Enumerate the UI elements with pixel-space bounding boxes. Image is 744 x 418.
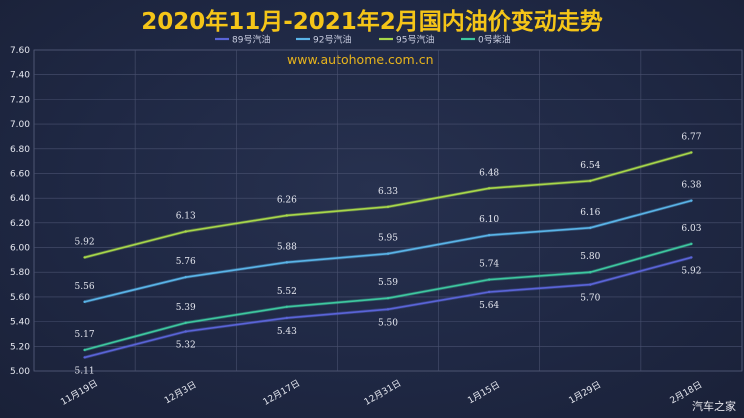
y-tick-label: 6.00 bbox=[10, 244, 30, 254]
legend-label: 0号柴油 bbox=[478, 34, 511, 46]
data-point bbox=[83, 356, 86, 359]
legend-label: 89号汽油 bbox=[232, 34, 270, 46]
x-tick-label: 2月18日 bbox=[668, 379, 704, 406]
data-label: 5.64 bbox=[479, 301, 499, 311]
data-point bbox=[285, 214, 289, 217]
y-tick-label: 6.60 bbox=[10, 169, 30, 179]
data-label: 6.33 bbox=[378, 187, 398, 197]
x-tick-label: 12月17日 bbox=[261, 378, 302, 408]
y-tick-label: 5.60 bbox=[10, 293, 30, 303]
data-point bbox=[285, 305, 289, 308]
data-point bbox=[285, 261, 289, 264]
data-point bbox=[83, 300, 86, 304]
data-label: 6.16 bbox=[580, 208, 600, 218]
y-tick-label: 6.20 bbox=[10, 219, 30, 229]
x-tick-label: 12月3日 bbox=[162, 379, 198, 406]
data-label: 5.59 bbox=[378, 278, 398, 288]
data-label: 5.56 bbox=[75, 282, 95, 292]
data-label: 6.38 bbox=[681, 181, 701, 191]
data-point bbox=[386, 205, 390, 208]
data-point bbox=[386, 252, 390, 255]
y-tick-label: 5.40 bbox=[10, 318, 30, 328]
data-label: 5.50 bbox=[378, 318, 398, 328]
data-label: 5.17 bbox=[75, 330, 95, 340]
data-label: 5.88 bbox=[277, 242, 297, 252]
y-tick-label: 7.60 bbox=[10, 46, 30, 56]
y-tick-label: 5.80 bbox=[10, 268, 30, 278]
data-point bbox=[285, 316, 289, 320]
watermark-url: www.autohome.com.cn bbox=[287, 52, 434, 67]
data-point bbox=[690, 151, 693, 154]
data-point bbox=[690, 199, 693, 202]
data-point bbox=[487, 290, 491, 294]
x-tick-label: 11月19日 bbox=[59, 378, 100, 408]
data-point bbox=[184, 330, 187, 333]
y-tick-label: 5.20 bbox=[10, 342, 30, 352]
data-label: 5.39 bbox=[176, 303, 196, 313]
data-label: 6.13 bbox=[176, 211, 196, 221]
data-point bbox=[83, 256, 86, 259]
y-tick-label: 7.40 bbox=[10, 71, 30, 81]
data-point bbox=[589, 179, 592, 183]
data-label: 5.76 bbox=[176, 257, 196, 267]
data-point bbox=[487, 233, 491, 237]
legend-label: 95号汽油 bbox=[396, 34, 434, 46]
y-tick-label: 7.20 bbox=[10, 95, 30, 105]
data-label: 6.03 bbox=[681, 224, 701, 234]
data-label: 6.10 bbox=[479, 215, 499, 225]
data-label: 5.11 bbox=[75, 366, 95, 376]
data-point bbox=[487, 187, 491, 190]
legend-label: 92号汽油 bbox=[313, 34, 351, 46]
data-point bbox=[83, 348, 86, 352]
brand-logo-text: 汽车之家 bbox=[692, 400, 736, 413]
data-label: 6.26 bbox=[277, 195, 297, 205]
data-point bbox=[184, 230, 187, 233]
y-tick-label: 6.80 bbox=[10, 145, 30, 155]
data-label: 5.92 bbox=[681, 266, 701, 276]
data-point bbox=[589, 283, 592, 286]
data-label: 5.80 bbox=[580, 252, 600, 262]
data-point bbox=[386, 296, 390, 300]
chart-title: 2020年11月-2021年2月国内油价变动走势 bbox=[141, 9, 603, 35]
data-label: 6.77 bbox=[681, 132, 701, 142]
data-point bbox=[690, 242, 693, 246]
data-point bbox=[184, 275, 187, 279]
data-label: 5.74 bbox=[479, 260, 499, 270]
data-label: 5.43 bbox=[277, 327, 297, 337]
y-tick-label: 6.40 bbox=[10, 194, 30, 204]
data-label: 5.52 bbox=[277, 287, 297, 297]
data-label: 5.32 bbox=[176, 340, 196, 350]
x-tick-label: 1月29日 bbox=[567, 379, 603, 406]
data-point bbox=[184, 321, 187, 325]
data-label: 6.48 bbox=[479, 168, 499, 178]
data-label: 6.54 bbox=[580, 161, 600, 171]
data-label: 5.92 bbox=[75, 237, 95, 247]
y-tick-label: 5.00 bbox=[10, 367, 30, 377]
data-point bbox=[386, 308, 390, 311]
x-tick-label: 12月31日 bbox=[362, 378, 403, 408]
data-point bbox=[690, 256, 693, 259]
data-point bbox=[487, 278, 491, 281]
y-tick-label: 7.00 bbox=[10, 120, 30, 130]
data-label: 5.95 bbox=[378, 234, 398, 244]
x-tick-label: 1月15日 bbox=[466, 379, 502, 406]
data-point bbox=[589, 226, 592, 229]
data-point bbox=[589, 271, 592, 274]
data-label: 5.70 bbox=[580, 294, 600, 304]
